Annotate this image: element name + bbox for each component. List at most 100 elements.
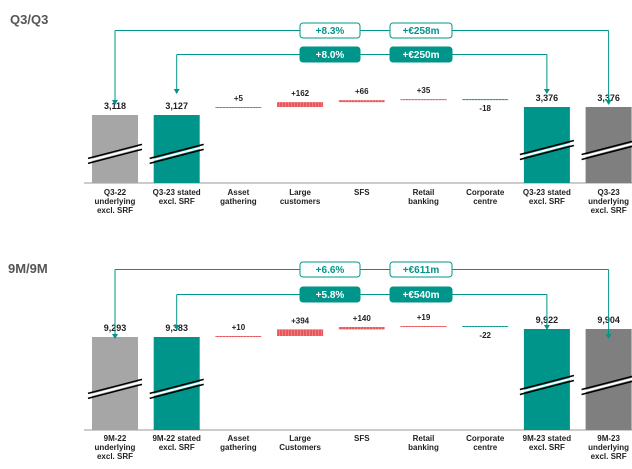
axis-break-line xyxy=(581,380,632,396)
category-label: Q3-22 underlying excl. SRF xyxy=(95,188,136,215)
bridge-pct-label: +6.6% xyxy=(316,265,345,276)
axis-break-gap xyxy=(581,142,632,158)
category-label: Corporate centre xyxy=(466,434,505,452)
bar xyxy=(215,107,262,108)
category-label-line: Q3-23 xyxy=(597,188,620,197)
bar xyxy=(92,337,138,430)
category-label-line: centre xyxy=(473,197,498,206)
panel-label-9m: 9M/9M xyxy=(8,261,48,276)
bridge-pct-box xyxy=(299,261,361,278)
category-label-line: excl. SRF xyxy=(159,443,195,452)
category-label-line: banking xyxy=(408,443,439,452)
category-label: SFS xyxy=(354,434,370,443)
category-label-line: Q3-23 stated xyxy=(523,188,571,197)
axis-break-line xyxy=(581,145,632,161)
category-label-line: underlying xyxy=(95,443,136,452)
bridge-abs-label: +€258m xyxy=(403,26,440,37)
axis-break-gap xyxy=(519,377,575,393)
axis-break-gap xyxy=(519,142,575,158)
data-label: +140 xyxy=(353,314,372,323)
bar xyxy=(338,327,385,330)
bar xyxy=(400,326,447,328)
axis-break-line xyxy=(581,375,632,391)
axis-break-line xyxy=(519,374,575,391)
category-label-line: customers xyxy=(280,197,321,206)
axis-break-line xyxy=(519,139,575,156)
category-label: Retail banking xyxy=(408,434,439,452)
category-label-line: Q3-23 stated xyxy=(153,188,201,197)
data-label: +66 xyxy=(355,87,369,96)
category-label-line: Retail xyxy=(413,434,435,443)
category-label-line: underlying xyxy=(588,197,629,206)
category-label-line: Asset xyxy=(228,434,250,443)
category-label-line: Corporate xyxy=(466,188,505,197)
axis-break-gap xyxy=(87,380,143,397)
category-label-line: gathering xyxy=(220,197,257,206)
axis-break-line xyxy=(519,144,575,161)
bar xyxy=(585,329,632,430)
category-label-line: banking xyxy=(408,197,439,206)
category-label-line: Asset xyxy=(228,188,250,197)
bar xyxy=(585,107,632,183)
category-label-line: Customers xyxy=(279,443,321,452)
category-label-line: excl. SRF xyxy=(97,452,133,461)
bridge-pct-label: +8.3% xyxy=(316,26,345,37)
category-label-line: excl. SRF xyxy=(591,206,627,215)
data-label: +35 xyxy=(417,86,431,95)
panel-label-q3: Q3/Q3 xyxy=(10,12,49,27)
arrow-head xyxy=(173,325,180,330)
bridge-pct-box xyxy=(299,286,361,303)
bridge-abs-label: +€250m xyxy=(403,50,440,61)
bridge-pct-box xyxy=(299,46,361,63)
data-label: -22 xyxy=(479,331,491,340)
bridge-abs-box xyxy=(389,46,453,63)
category-label-line: gathering xyxy=(220,443,257,452)
category-label: 9M-22 underlying excl. SRF xyxy=(95,434,136,461)
data-label: 3,118 xyxy=(104,101,126,111)
data-label: +5 xyxy=(234,94,244,103)
bar xyxy=(523,329,570,430)
axis-break-line xyxy=(87,378,143,395)
category-label-line: Large xyxy=(289,188,311,197)
category-label-line: SFS xyxy=(354,188,370,197)
category-label: 9M-23 underlying excl. SRF xyxy=(588,434,629,461)
category-label-line: underlying xyxy=(95,197,136,206)
bridge-pct-label: +8.0% xyxy=(316,50,345,61)
axis-break-line xyxy=(519,379,575,396)
data-label: 3,376 xyxy=(536,93,559,103)
category-label-line: 9M-22 stated xyxy=(152,434,201,443)
axis-break-gap xyxy=(149,145,204,162)
axis-break-gap xyxy=(149,380,204,397)
bar xyxy=(277,102,324,107)
category-label-line: centre xyxy=(473,443,498,452)
bridge-abs-box xyxy=(389,286,453,303)
bar xyxy=(462,326,509,328)
axis-break-line xyxy=(87,143,143,160)
data-label: +162 xyxy=(291,89,310,98)
data-label: +10 xyxy=(232,323,246,332)
category-label: SFS xyxy=(354,188,370,197)
axis-break-gap xyxy=(581,377,632,393)
axis-break-gap xyxy=(87,145,143,162)
bar xyxy=(277,329,324,336)
bar xyxy=(400,99,447,101)
category-label: 9M-22 stated excl. SRF xyxy=(152,434,201,452)
category-label-line: excl. SRF xyxy=(159,197,195,206)
arrow-head xyxy=(173,89,180,94)
category-label: Large customers xyxy=(280,188,321,206)
category-label-line: Large xyxy=(289,434,311,443)
axis-break-line xyxy=(87,148,143,165)
category-label-line: 9M-23 xyxy=(597,434,620,443)
data-label: -18 xyxy=(479,104,491,113)
bridge-abs-label: +€611m xyxy=(403,265,440,276)
bridge-abs-box xyxy=(389,22,453,39)
data-label: +394 xyxy=(291,316,310,325)
axis-break-line xyxy=(149,148,204,165)
category-label-line: excl. SRF xyxy=(591,452,627,461)
category-label-line: Q3-22 xyxy=(104,188,127,197)
bar xyxy=(523,107,570,183)
bridge-abs-label: +€540m xyxy=(403,290,440,301)
category-label: Large Customers xyxy=(279,434,321,452)
category-label-line: Corporate xyxy=(466,434,505,443)
